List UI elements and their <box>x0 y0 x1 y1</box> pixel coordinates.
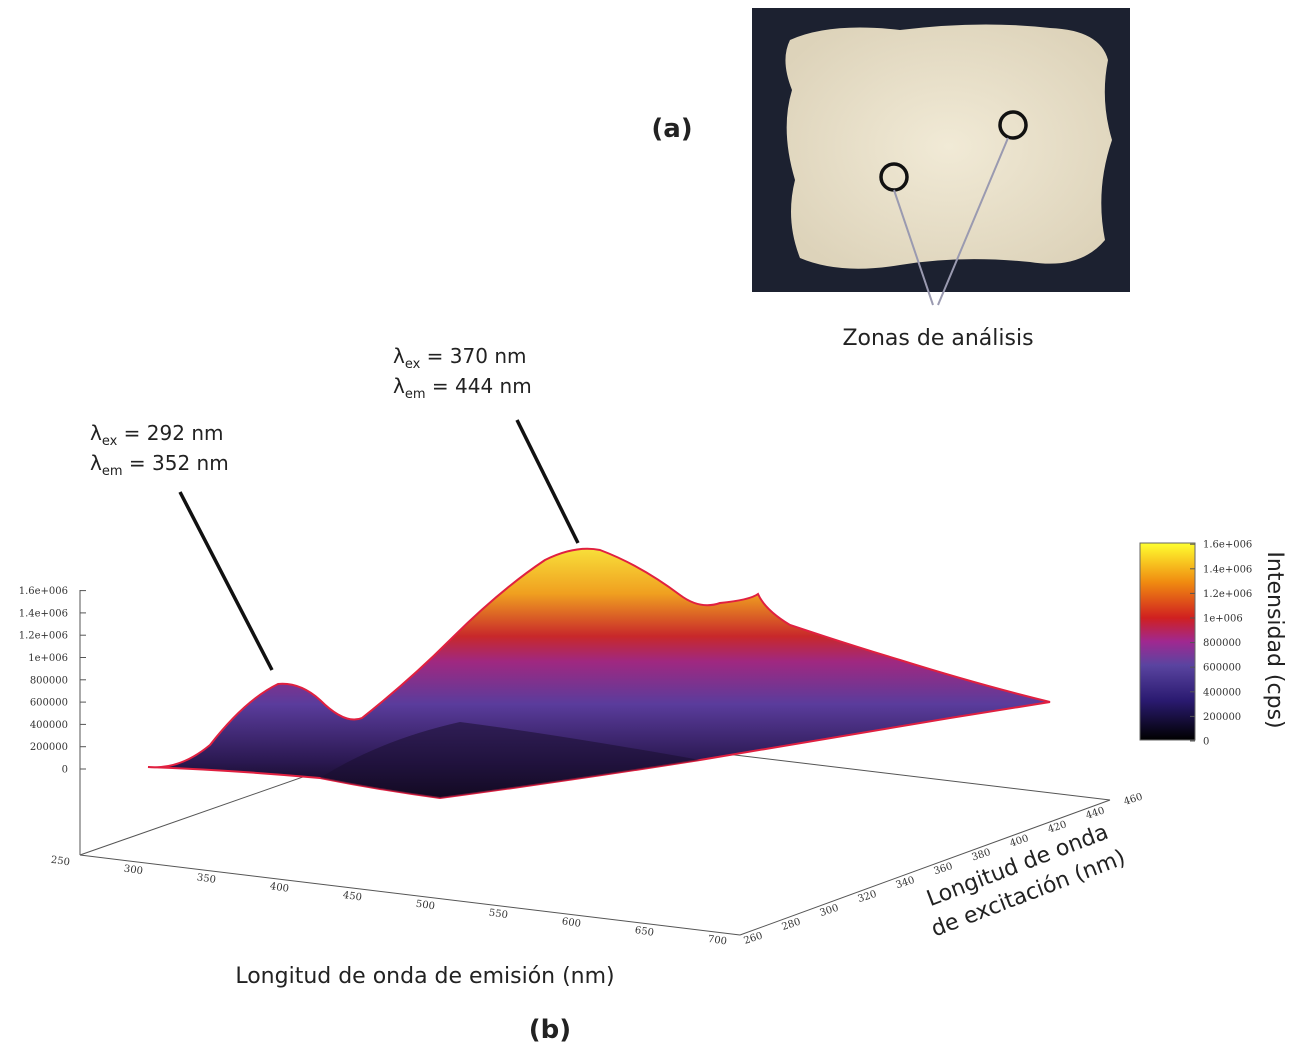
emission-tick-label: 650 <box>634 925 654 939</box>
colorbar-tick-label: 200000 <box>1203 712 1241 723</box>
colorbar-tick-label: 600000 <box>1203 663 1241 674</box>
emission-tick-label: 550 <box>488 908 508 922</box>
z-tick-label: 400000 <box>30 720 68 731</box>
panel-label: (a) <box>651 114 692 144</box>
caption: Zonas de análisis <box>842 326 1033 351</box>
emission-tick-label: 700 <box>707 934 727 948</box>
excitation-tick-label: 460 <box>1123 791 1145 807</box>
colorbar-title: Intensidad (cps) <box>1262 551 1287 728</box>
colorbar-tick-label: 1e+006 <box>1203 614 1243 625</box>
z-tick-label: 600000 <box>30 698 68 709</box>
colorbar-tick-label: 1.4e+006 <box>1203 564 1252 575</box>
emission-tick-label: 300 <box>123 864 143 878</box>
colorbar-tick-label: 1.6e+006 <box>1203 540 1252 551</box>
colorbar-tick-label: 800000 <box>1203 638 1241 649</box>
figure: Zonas de análisis (a) λex = 292 nm λem =… <box>0 0 1299 1042</box>
emission-tick-label: 450 <box>342 890 362 904</box>
colorbar-tick-label: 1.2e+006 <box>1203 589 1252 600</box>
annotation-pointer <box>517 420 578 543</box>
emission-tick-label: 350 <box>196 872 216 886</box>
z-tick-label: 200000 <box>30 742 68 753</box>
colorbar-tick-label: 0 <box>1203 737 1209 748</box>
emission-tick-label: 600 <box>561 916 581 930</box>
emission-tick-label: 500 <box>415 899 435 913</box>
emission-tick-label: 250 <box>50 855 70 869</box>
colorbar <box>1140 543 1195 740</box>
emission-axis-title: Longitud de onda de emisión (nm) <box>235 964 614 989</box>
annotation-line: λex = 292 nm <box>90 421 223 449</box>
annotation-line: λex = 370 nm <box>393 344 526 372</box>
z-tick-label: 1.6e+006 <box>19 586 68 597</box>
annotation-pointer <box>180 492 272 670</box>
colorbar-tick-label: 400000 <box>1203 687 1241 698</box>
panel-label: (b) <box>529 1015 571 1042</box>
wool-sample <box>785 24 1112 268</box>
annotation-line: λem = 444 nm <box>393 374 532 402</box>
z-tick-label: 800000 <box>30 675 68 686</box>
z-tick-label: 1.4e+006 <box>19 608 68 619</box>
emission-tick-label: 400 <box>269 881 289 895</box>
z-tick-label: 1e+006 <box>28 653 68 664</box>
z-tick-label: 1.2e+006 <box>19 631 68 642</box>
annotation-line: λem = 352 nm <box>90 451 229 479</box>
z-tick-label: 0 <box>62 765 68 776</box>
